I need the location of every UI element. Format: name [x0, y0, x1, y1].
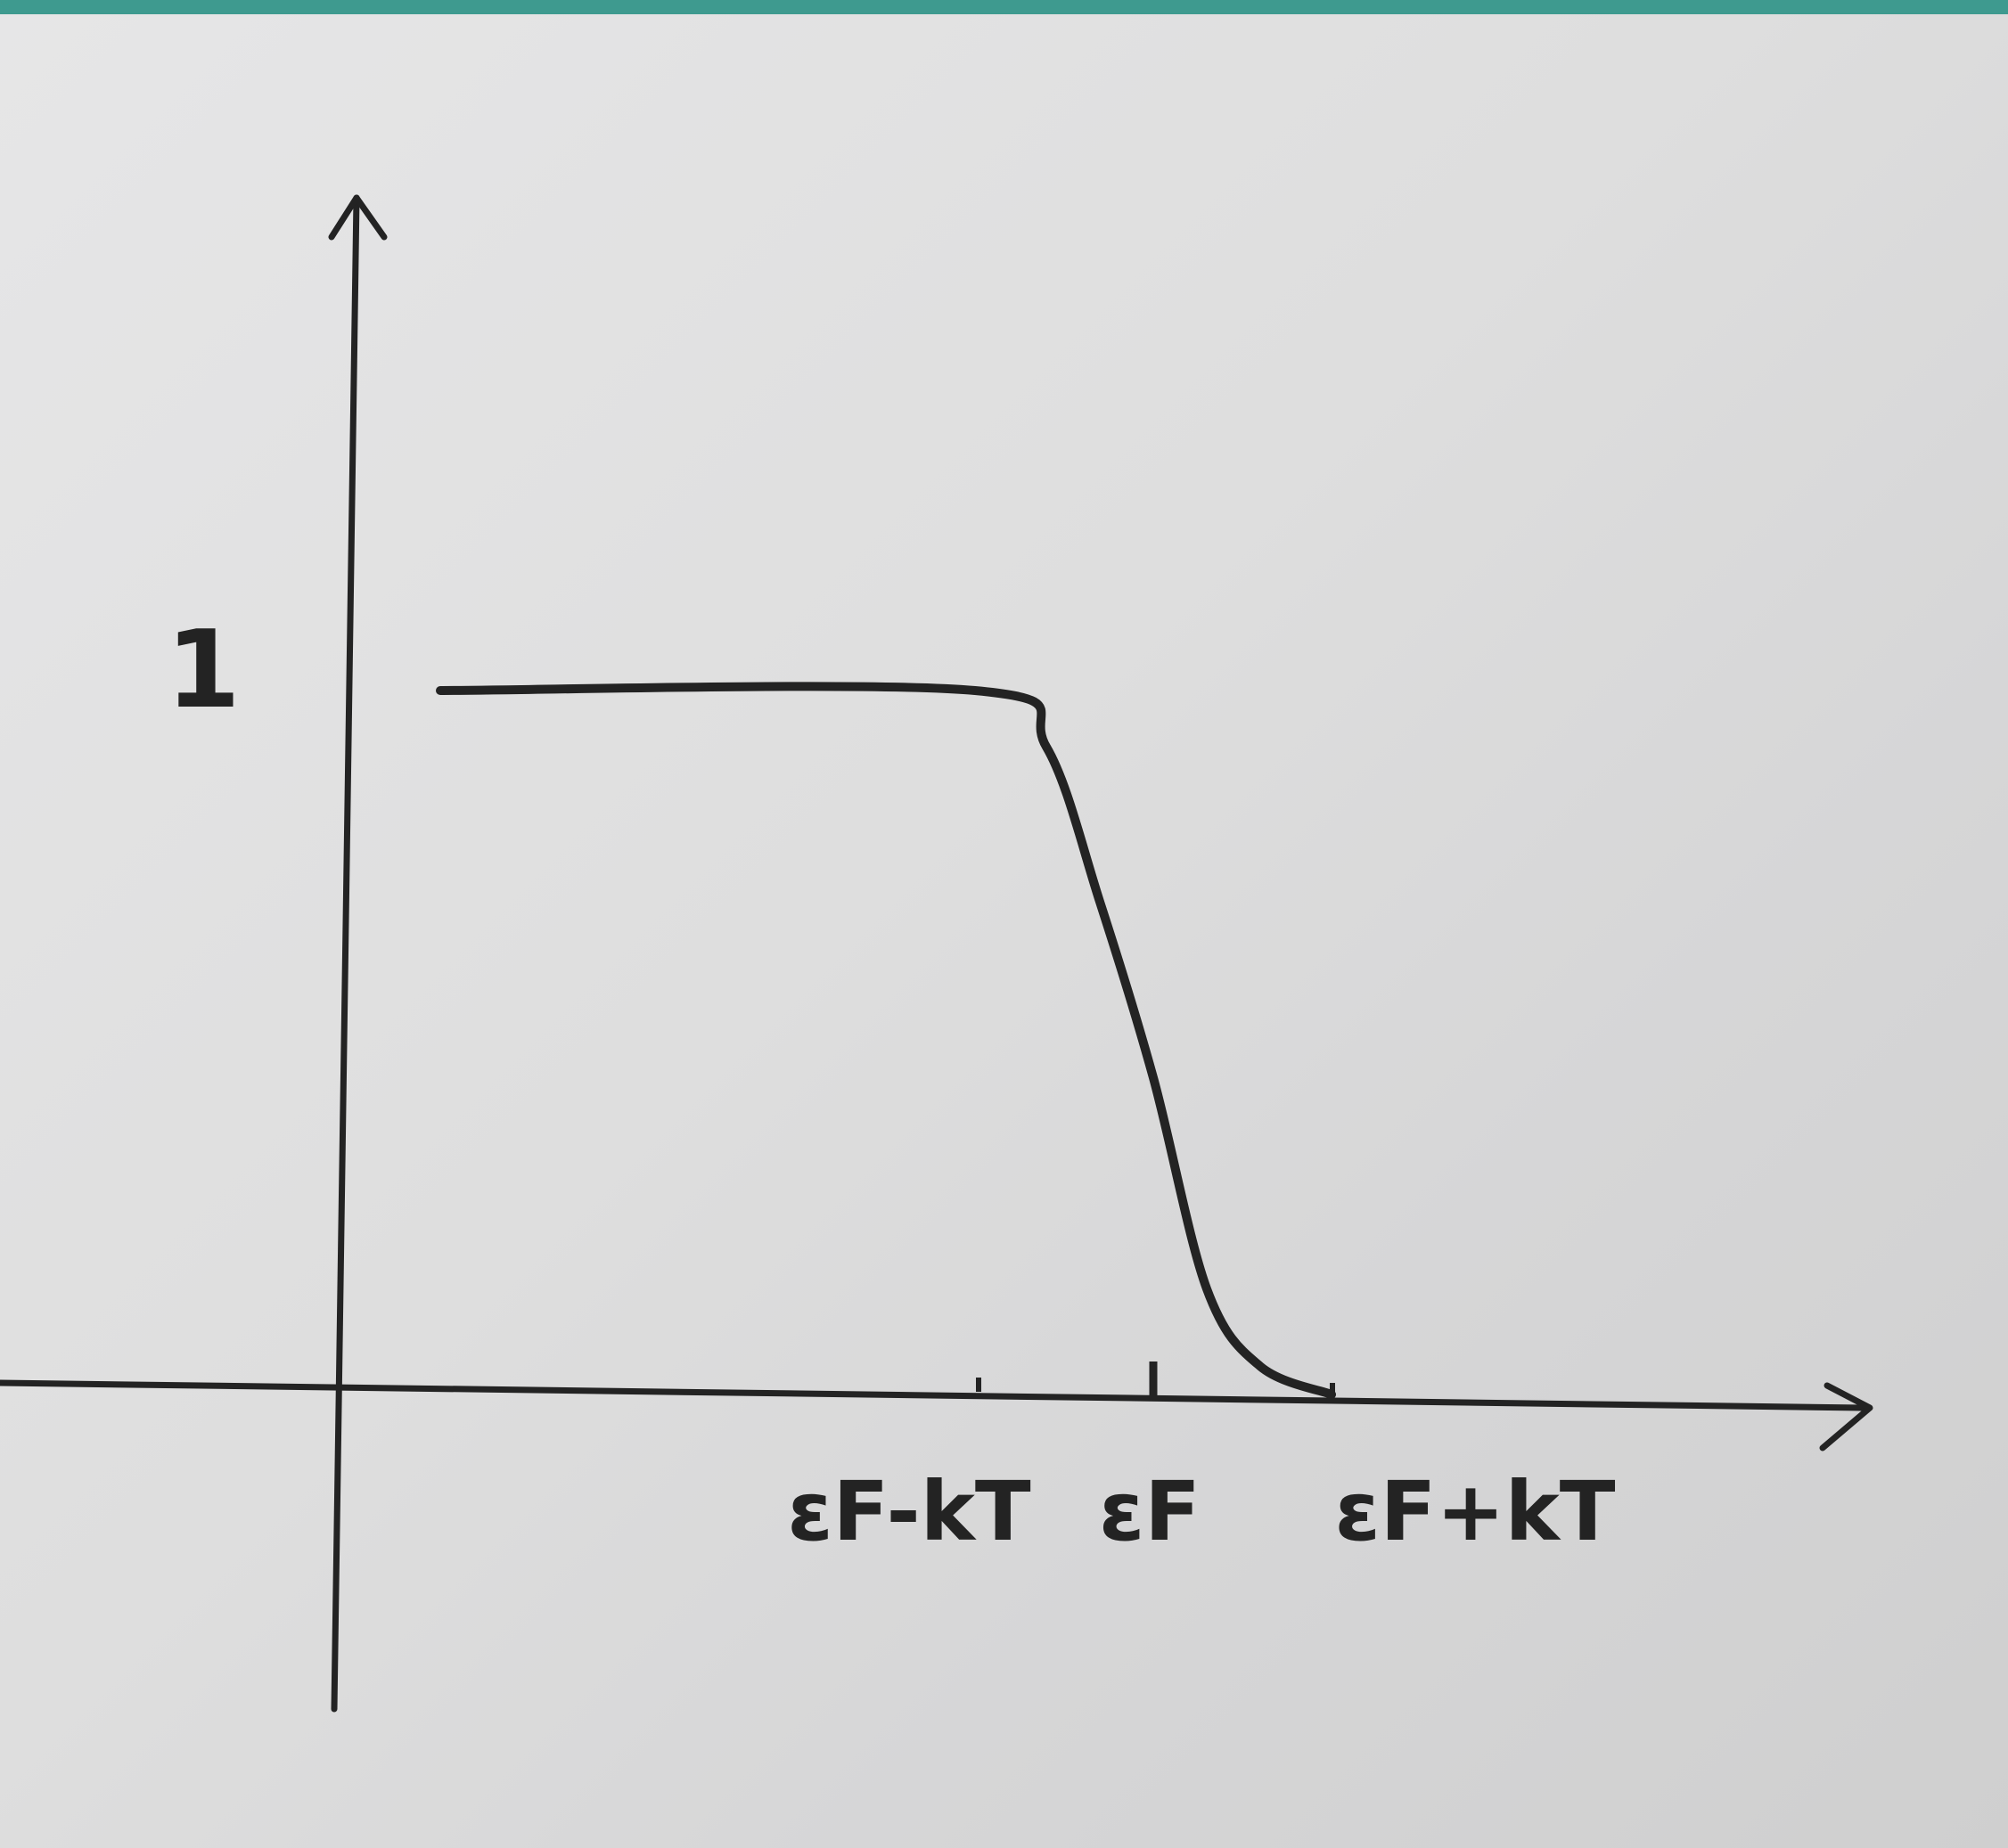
y-axis-arrowhead — [328, 194, 388, 241]
y-tick-label-one: 1 — [166, 609, 241, 732]
x-axis-arrowhead — [1819, 1382, 1873, 1451]
x-tick-label-ef-minus-kt: εF-kT — [787, 1464, 1031, 1559]
x-tick-label-ef-plus-kt: εF+kT — [1334, 1464, 1615, 1559]
y-axis-line — [331, 194, 360, 1713]
x-tick-label-ef: εF — [1099, 1464, 1201, 1559]
top-border-strip — [0, 0, 2008, 14]
x-axis-line — [0, 1379, 1866, 1411]
fermi-dirac-curve — [436, 682, 1336, 1399]
